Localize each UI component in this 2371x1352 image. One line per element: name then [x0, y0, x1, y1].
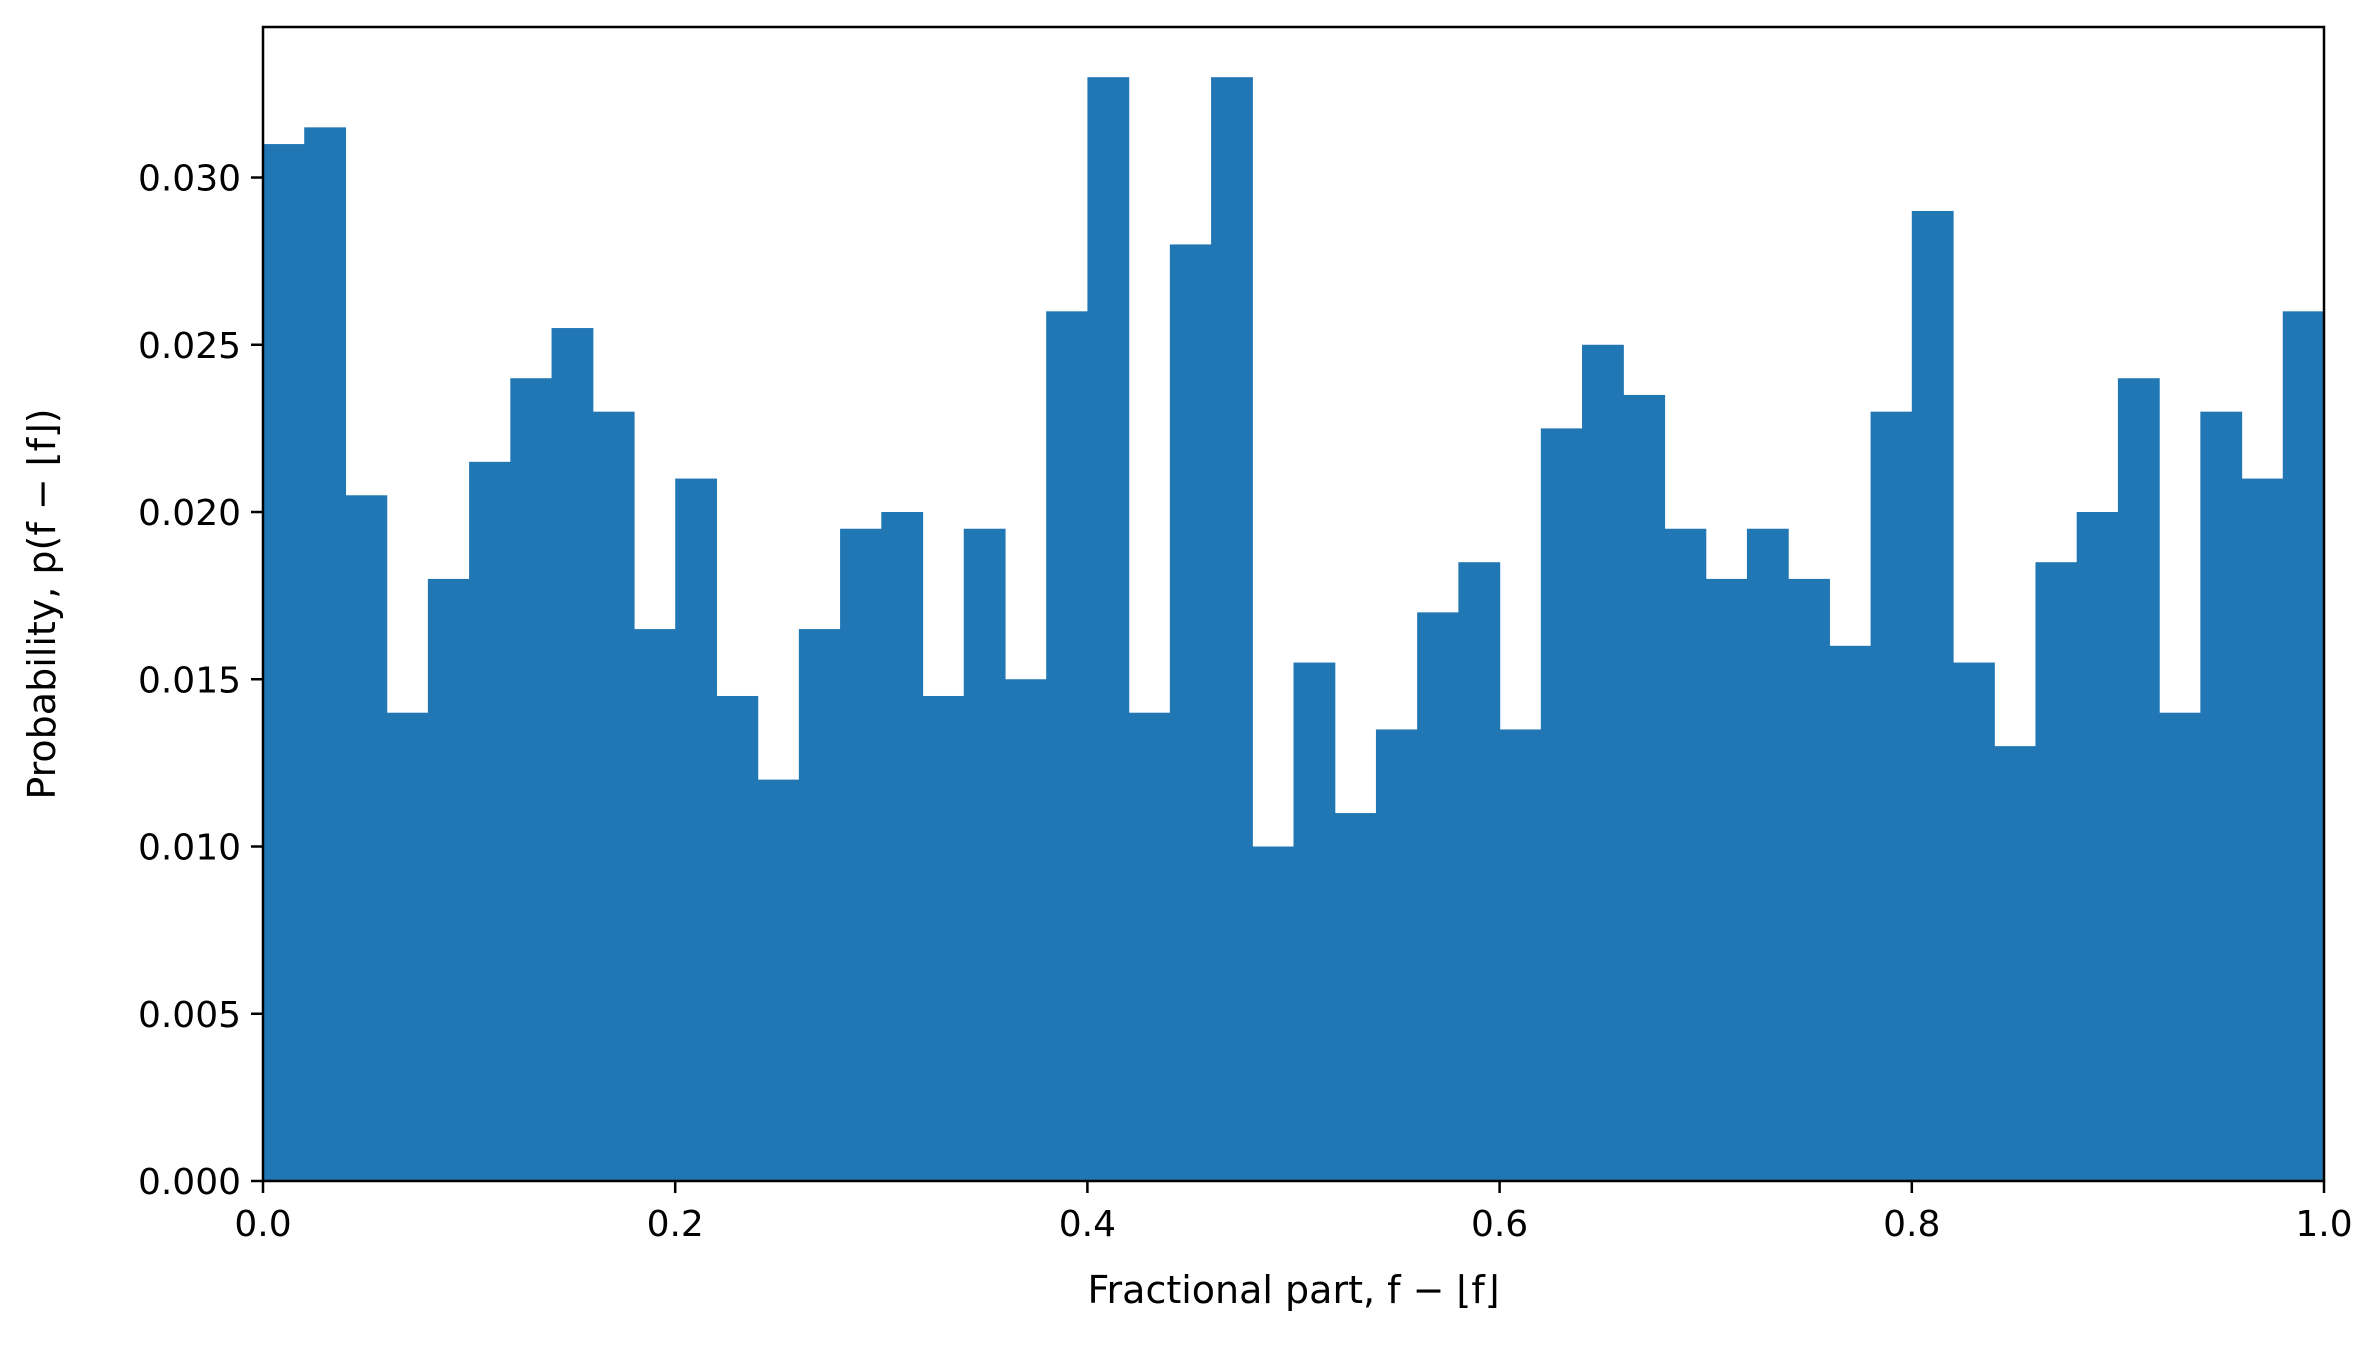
y-tick-label: 0.030	[138, 159, 241, 200]
histogram-bar	[1417, 612, 1459, 1181]
histogram-bar	[1211, 77, 1253, 1181]
histogram-bar	[922, 695, 965, 1181]
x-tick-label: 0.2	[647, 1204, 704, 1245]
histogram-bar	[2159, 712, 2201, 1181]
x-tick-label: 0.8	[1883, 1204, 1940, 1245]
y-tick-label: 0.005	[138, 995, 241, 1036]
histogram-bar	[633, 629, 676, 1181]
histogram-bar	[757, 779, 800, 1181]
histogram-bar	[1623, 394, 1666, 1181]
histogram-bar	[345, 495, 388, 1181]
histogram-bar	[469, 461, 511, 1181]
histogram-bar	[304, 127, 347, 1182]
y-axis-ticks: 0.000 0.005 0.010 0.015 0.020 0.025 0.030	[138, 159, 263, 1203]
histogram-bar	[2241, 478, 2284, 1182]
histogram-bar	[1046, 311, 1088, 1181]
y-tick-label: 0.020	[138, 493, 241, 534]
histogram-bar	[675, 478, 718, 1182]
histogram-bar	[2035, 562, 2078, 1181]
histogram-bar	[2200, 411, 2243, 1182]
histogram-bar	[386, 712, 429, 1181]
histogram-bar	[798, 629, 841, 1181]
histogram-bar	[1829, 645, 1872, 1181]
histogram-bar	[1252, 846, 1295, 1181]
plot-frame	[261, 25, 2326, 1183]
y-tick-label: 0.000	[138, 1162, 241, 1203]
histogram-bar	[1293, 662, 1336, 1181]
histogram-bar	[2076, 512, 2119, 1181]
y-tick-label: 0.010	[138, 828, 241, 869]
histogram-bar	[263, 144, 305, 1181]
histogram-bar	[1746, 528, 1789, 1181]
x-tick-label: 0.0	[234, 1204, 291, 1245]
histogram-bar	[1582, 344, 1624, 1181]
x-axis-label: Fractional part, f − ⌊f⌋	[1087, 1268, 1499, 1312]
histogram-bar	[551, 328, 594, 1182]
histogram-bar	[1499, 729, 1542, 1181]
histogram-bar	[1870, 411, 1913, 1182]
histogram-bar	[1004, 679, 1047, 1181]
histogram-bar	[881, 512, 924, 1181]
histogram-bar	[592, 411, 635, 1182]
histogram-bar	[1540, 428, 1583, 1181]
x-axis-ticks: 0.0 0.2 0.4 0.6 0.8 1.0	[234, 1181, 2353, 1245]
histogram-bar	[1375, 729, 1418, 1181]
histogram-bar	[1911, 210, 1954, 1181]
histogram-bar	[1334, 813, 1377, 1181]
y-axis-label: Probability, p(f − ⌊f⌋)	[20, 408, 64, 799]
histogram-bar	[963, 528, 1006, 1181]
x-tick-label: 0.4	[1059, 1204, 1116, 1245]
histogram-bar	[427, 578, 470, 1181]
histogram-bar	[1705, 578, 1748, 1181]
histogram-bar	[1788, 578, 1830, 1181]
histogram-bar	[1664, 528, 1707, 1181]
histogram-bars	[263, 77, 2325, 1182]
histogram-bar	[840, 528, 882, 1181]
histogram-bar	[510, 378, 553, 1181]
y-tick-label: 0.015	[138, 660, 241, 701]
histogram-bar	[2282, 311, 2325, 1181]
x-tick-label: 1.0	[2295, 1204, 2352, 1245]
histogram-bar	[1994, 746, 2037, 1181]
histogram-bar	[1169, 244, 1212, 1181]
histogram-bar	[1087, 77, 1130, 1181]
histogram-bar	[2117, 378, 2160, 1181]
histogram-bar	[716, 695, 759, 1181]
histogram-bar	[1953, 662, 1995, 1181]
histogram-bar	[1458, 562, 1501, 1181]
histogram-bar	[1128, 712, 1171, 1181]
y-tick-label: 0.025	[138, 326, 241, 367]
x-tick-label: 0.6	[1471, 1204, 1528, 1245]
